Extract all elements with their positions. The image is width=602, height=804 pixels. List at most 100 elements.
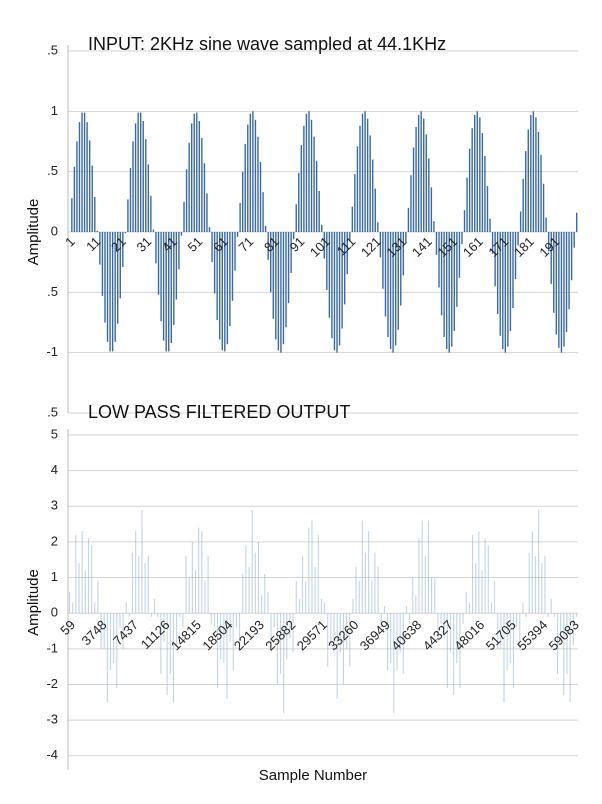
bar [208,227,211,232]
bar [576,212,578,232]
bar [152,229,155,232]
bar [101,232,104,296]
bar [387,232,389,337]
bar [144,563,146,614]
bar [491,232,494,254]
y-tick-label: 4 [51,462,58,477]
bar [150,195,152,232]
bar [563,232,565,347]
bar [336,613,338,699]
bar [338,232,341,346]
bar [331,232,333,339]
bar [273,613,275,628]
bar [275,232,277,340]
bar [229,232,231,327]
bar [201,137,203,232]
bar [216,613,219,689]
bar [226,232,229,345]
bar [364,111,366,232]
bar [185,169,188,232]
bar [355,566,357,614]
bar [100,613,102,649]
bar [575,613,577,617]
bar [514,232,517,280]
bar [259,162,262,232]
bar [415,127,417,232]
bar [456,613,458,664]
bar [392,232,394,353]
bar [86,122,88,232]
bar [127,199,129,232]
y-tick-label: 1 [51,103,58,118]
bar [298,172,300,232]
bar [87,538,90,614]
bar [220,613,222,660]
bar [560,232,563,353]
bar [407,207,410,232]
bar [188,577,190,614]
bar [525,151,527,232]
bar [462,613,464,624]
bar [244,143,246,232]
bar [361,520,363,614]
y-tick-label: -2 [46,676,58,691]
bar [141,509,143,614]
bar [389,232,392,350]
bar [119,232,121,299]
bar [496,232,499,315]
bar [117,232,119,324]
bar [522,602,524,614]
bar [566,613,568,674]
bar [128,613,130,617]
bar [279,613,282,674]
bar [555,232,558,335]
bar [81,112,83,232]
bar [88,140,91,232]
bar [315,160,318,232]
bar [333,232,336,351]
bar [147,556,149,614]
bar [437,613,439,642]
bar [276,613,278,685]
bar [547,232,550,252]
bar [175,232,178,300]
bar [417,114,420,232]
bar [504,232,507,353]
bar [547,613,549,617]
bar [409,613,411,624]
bar [343,232,346,305]
bar [386,613,389,671]
bar [280,232,282,353]
y-tick-label: 1.5 [40,42,58,57]
bar [410,175,412,232]
bar [377,222,379,232]
bar [509,232,512,331]
bar [154,598,156,614]
bar [264,225,267,232]
bar [314,566,316,614]
bar [300,145,303,232]
bar [443,232,445,337]
bar [157,613,159,617]
bar [465,591,467,614]
bar [283,613,285,713]
y-tick-label: 3 [51,498,58,513]
bar [544,556,546,614]
bar [179,613,181,617]
bar [239,613,241,642]
bar [317,534,319,614]
bar [129,168,132,232]
bar [463,210,466,232]
bar [461,232,463,245]
bar [545,217,547,232]
bar [188,142,190,232]
bar [262,192,264,232]
bar [254,552,256,614]
bar [96,230,99,232]
bar [221,232,223,351]
bar [399,613,401,653]
bar [507,232,509,347]
bar [512,232,514,309]
bar [183,201,185,232]
